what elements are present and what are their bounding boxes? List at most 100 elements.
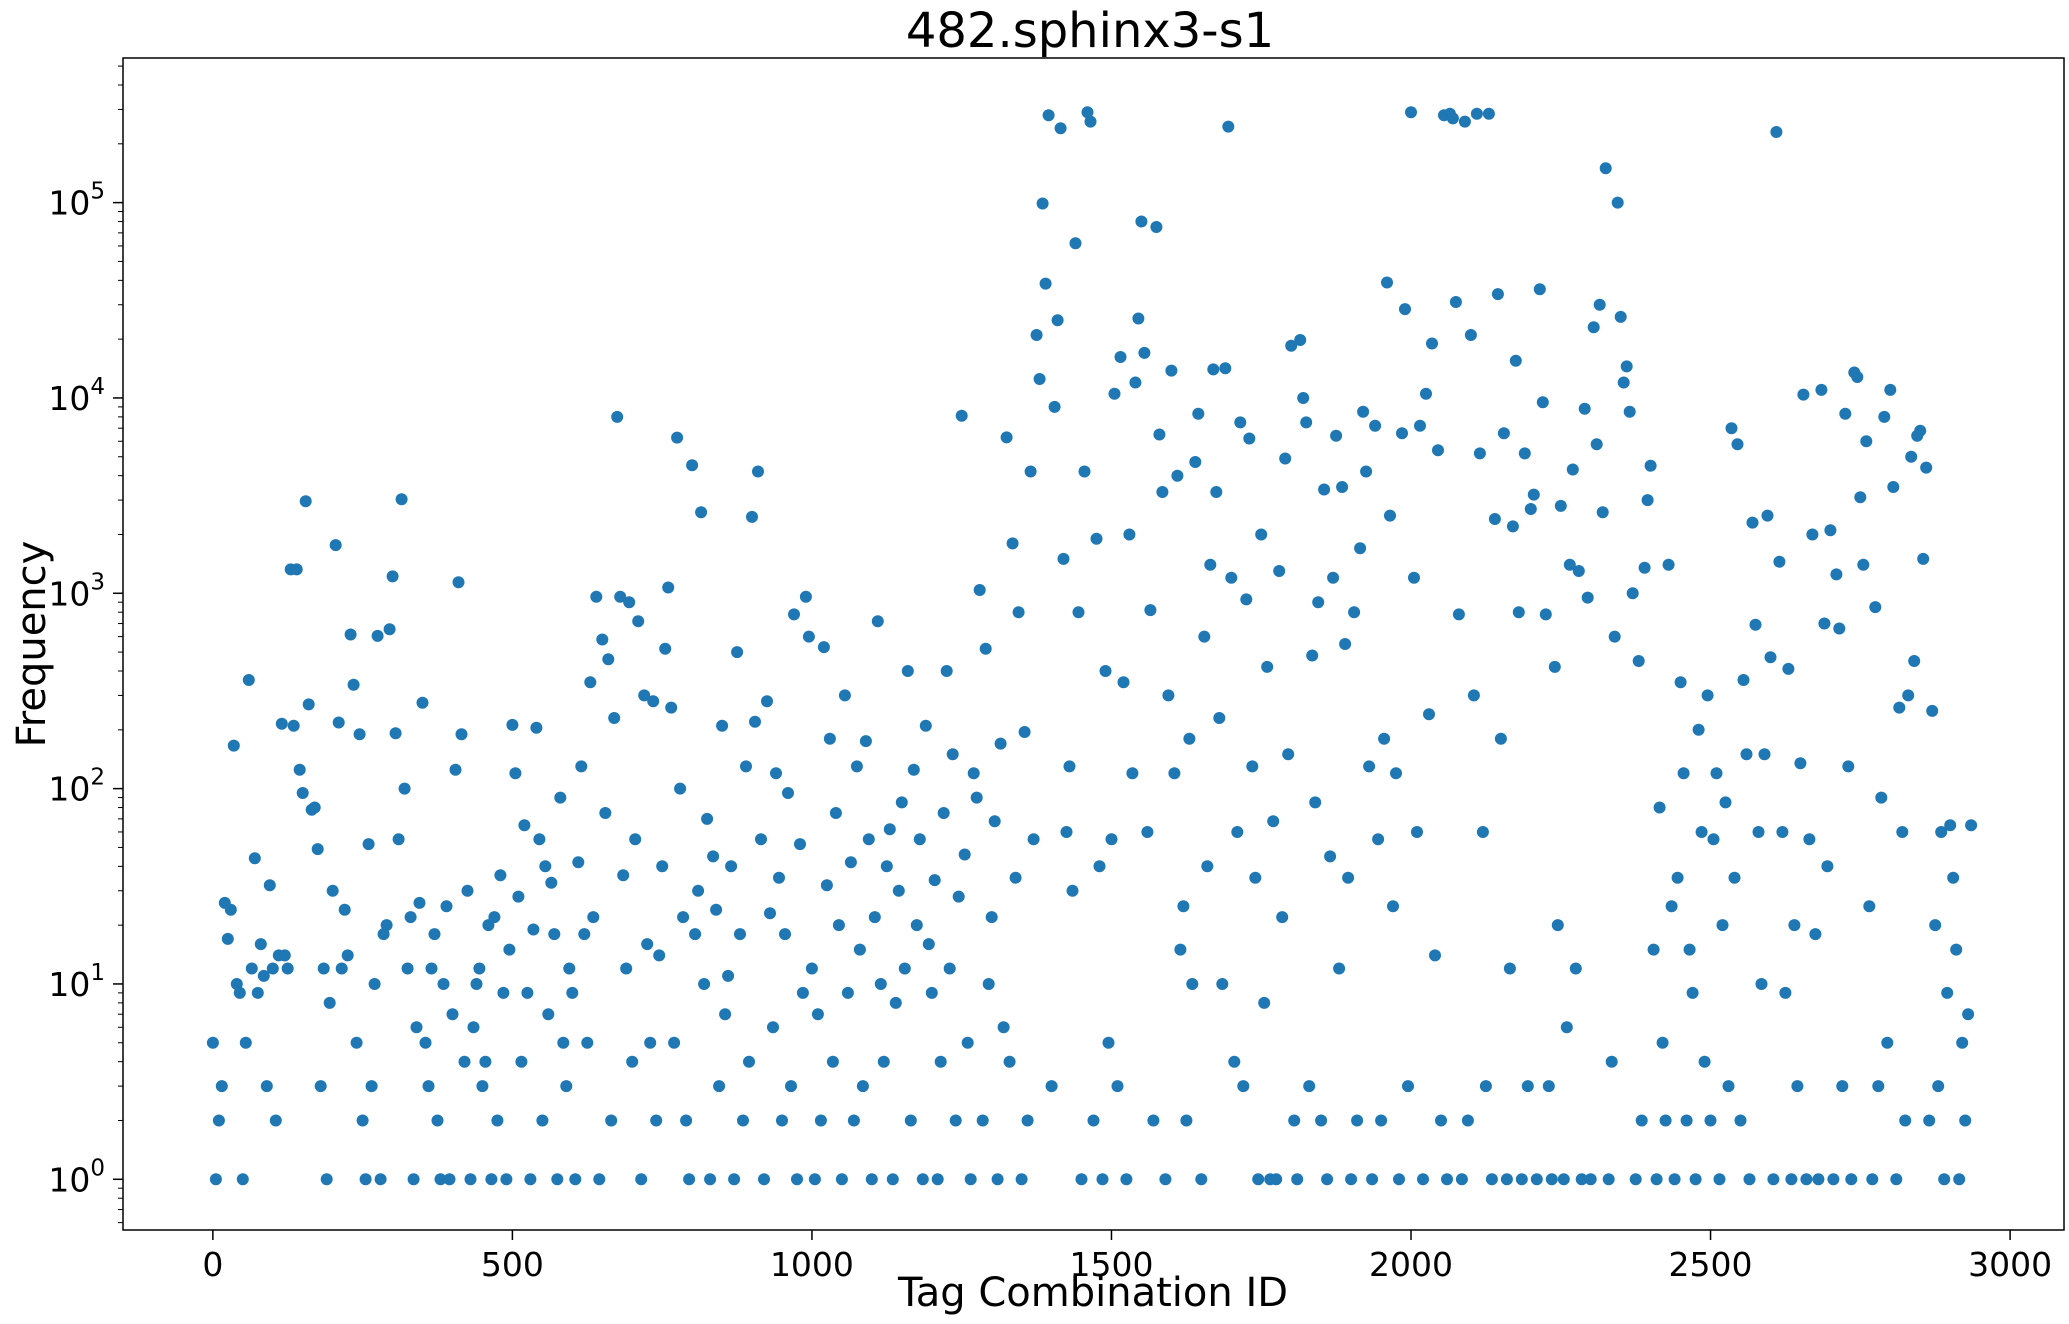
data-point (1225, 571, 1238, 584)
data-point (1647, 943, 1660, 956)
data-point (758, 1173, 770, 1186)
data-point (467, 1021, 480, 1034)
data-point (632, 615, 645, 628)
data-point (281, 962, 294, 975)
data-point (1171, 469, 1184, 482)
data-point (1938, 1173, 1951, 1186)
data-point (407, 1173, 420, 1186)
data-point (248, 852, 261, 865)
data-point (1485, 1173, 1498, 1186)
data-point (383, 623, 396, 636)
data-point (440, 900, 453, 913)
data-point (1884, 383, 1897, 396)
data-point (1857, 558, 1870, 571)
data-point (1072, 606, 1085, 619)
data-point (680, 1114, 693, 1127)
data-point (449, 763, 462, 776)
data-point (1518, 447, 1531, 460)
data-point (1701, 689, 1714, 702)
data-point (1045, 1080, 1058, 1093)
data-point (1488, 513, 1501, 525)
data-point (1270, 1173, 1283, 1186)
data-point (1387, 900, 1399, 913)
data-point (380, 919, 393, 932)
data-point (1506, 520, 1519, 533)
data-point (1339, 638, 1352, 650)
data-point (1324, 850, 1337, 863)
data-point (269, 1114, 282, 1127)
data-point (913, 833, 926, 846)
data-point (997, 1021, 1010, 1034)
data-point (892, 884, 905, 897)
data-point (880, 860, 893, 873)
data-point (1288, 1114, 1301, 1127)
data-point (1836, 1080, 1849, 1093)
data-point (1075, 1173, 1088, 1186)
data-point (755, 833, 767, 846)
data-point (1809, 928, 1822, 941)
data-point (1414, 419, 1426, 432)
data-point (856, 1080, 869, 1093)
data-point (1545, 1173, 1558, 1186)
data-point (1417, 1173, 1429, 1186)
data-point (701, 812, 714, 825)
data-point (1668, 1173, 1681, 1186)
data-point (263, 879, 276, 892)
data-point (713, 1080, 726, 1093)
data-point (1791, 1080, 1804, 1093)
data-point (1207, 363, 1220, 376)
data-point (1596, 506, 1609, 519)
data-point (1500, 1173, 1513, 1186)
data-point (734, 928, 746, 941)
data-point (455, 728, 468, 741)
data-point (686, 459, 699, 472)
data-point (650, 1114, 663, 1127)
data-point (236, 1173, 249, 1186)
data-point (1662, 558, 1675, 571)
data-point (314, 1080, 327, 1093)
data-point (1366, 1173, 1379, 1186)
data-point (802, 630, 815, 643)
data-point (659, 642, 672, 655)
data-point (1399, 303, 1411, 316)
data-point (1824, 524, 1837, 537)
data-point (1108, 387, 1121, 400)
data-point (215, 1080, 228, 1093)
data-point (1920, 461, 1933, 474)
data-point (862, 833, 875, 846)
data-point (1689, 1173, 1702, 1186)
data-point (1120, 1173, 1133, 1186)
data-point (371, 629, 384, 642)
data-point (1375, 1114, 1388, 1127)
data-point (1081, 106, 1094, 119)
data-point (1354, 542, 1367, 555)
data-point (1378, 732, 1391, 745)
data-point (1923, 1114, 1936, 1127)
data-point (1782, 662, 1795, 675)
data-point (1905, 450, 1918, 463)
data-point (611, 410, 624, 423)
data-point (1234, 416, 1247, 429)
data-point (925, 986, 938, 999)
data-point (1222, 120, 1235, 133)
data-point (1294, 334, 1307, 346)
data-point (374, 1173, 387, 1186)
data-point (1560, 1021, 1573, 1034)
data-point (1258, 996, 1271, 1009)
data-point (1557, 1173, 1570, 1186)
data-point (1159, 1173, 1172, 1186)
data-point (1551, 919, 1564, 932)
data-point (1902, 689, 1915, 702)
data-point (1180, 1114, 1193, 1127)
data-point (859, 735, 872, 748)
data-point (596, 633, 609, 646)
data-point (928, 874, 941, 887)
data-point (764, 907, 776, 920)
data-point (335, 962, 348, 975)
data-point (761, 695, 773, 708)
data-point (1866, 1173, 1879, 1186)
y-tick-label: 103 (48, 569, 105, 613)
data-point (1842, 760, 1855, 773)
data-point (961, 1036, 974, 1049)
data-point (1719, 796, 1732, 809)
